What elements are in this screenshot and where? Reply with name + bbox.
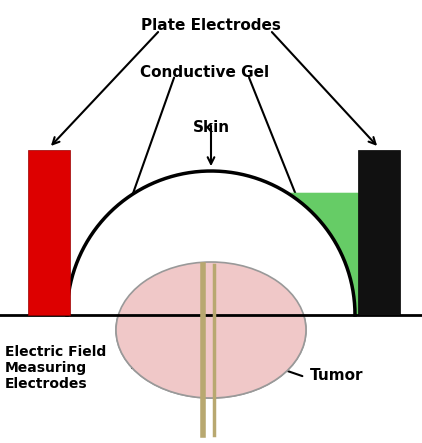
Polygon shape xyxy=(67,194,134,315)
Text: Plate Electrodes: Plate Electrodes xyxy=(141,18,281,33)
Bar xyxy=(358,150,400,315)
Polygon shape xyxy=(67,171,355,315)
Text: Tumor: Tumor xyxy=(310,368,363,382)
Polygon shape xyxy=(67,171,355,315)
Ellipse shape xyxy=(116,262,306,398)
Ellipse shape xyxy=(116,262,306,398)
Text: Skin: Skin xyxy=(192,120,230,135)
Text: Conductive Gel: Conductive Gel xyxy=(141,65,270,80)
Polygon shape xyxy=(288,194,358,315)
Bar xyxy=(28,150,70,315)
Text: Electric Field
Measuring
Electrodes: Electric Field Measuring Electrodes xyxy=(5,345,106,392)
